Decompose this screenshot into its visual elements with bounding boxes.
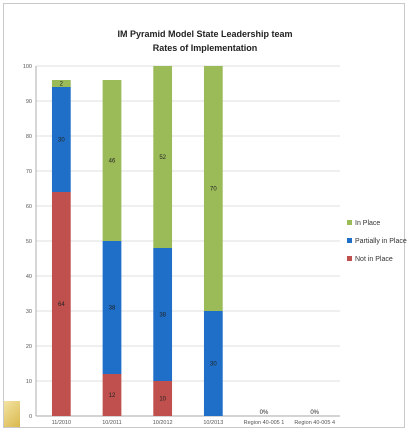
bar-value-label: 2: [60, 82, 64, 88]
y-tick-label: 40: [26, 274, 32, 280]
y-tick-label: 20: [26, 344, 32, 350]
legend-swatch: [347, 256, 352, 261]
bar-segment-in-place: [203, 66, 223, 311]
y-tick-label: 50: [26, 239, 32, 245]
bars: 64 30 2 12 38 46 10 38 52 30 70 0% 0%: [51, 66, 320, 416]
legend-label: Not in Place: [355, 256, 393, 263]
y-tick-label: 100: [23, 64, 32, 70]
y-tick-label: 0: [29, 414, 32, 420]
bar-segment-not-in-place: [51, 192, 71, 416]
bar-value-label: 64: [58, 302, 65, 308]
y-tick-label: 80: [26, 134, 32, 140]
corner-accent: [4, 401, 20, 427]
x-tick-label: Region 40-005 1: [244, 420, 285, 426]
legend-swatch: [347, 220, 352, 225]
chart-title-line-1: IM Pyramid Model State Leadership team: [117, 29, 292, 39]
y-axis-ticks: 0 10 20 30 40 50 60 70 80 90 100: [23, 64, 32, 420]
bar-segment-not-in-place: [102, 374, 122, 416]
bar-value-label: 38: [109, 306, 116, 312]
bar-value-label: 10: [159, 397, 166, 403]
bar-segment-partially-in-place: [102, 241, 122, 374]
y-tick-label: 90: [26, 99, 32, 105]
y-tick-label: 10: [26, 379, 32, 385]
bar-segment-partially-in-place: [153, 248, 173, 381]
bar-value-label: 46: [109, 159, 116, 165]
bar-value-label: 12: [109, 393, 116, 399]
bar-segment-in-place: [102, 80, 122, 241]
bar-value-label: 30: [210, 362, 217, 368]
legend-label: Partially in Place: [355, 238, 407, 245]
gridlines: [35, 65, 340, 417]
bar-segment-partially-in-place: [203, 311, 223, 416]
legend: In Place Partially in Place Not in Place: [347, 220, 407, 263]
bar-value-label: 30: [58, 138, 65, 144]
x-tick-label: Region 40-005 4: [294, 420, 335, 426]
y-tick-label: 30: [26, 309, 32, 315]
bar-segment-partially-in-place: [51, 87, 71, 192]
x-tick-label: 11/2010: [52, 420, 71, 426]
bar-value-label: 70: [210, 187, 217, 193]
x-tick-label: 10/2012: [153, 420, 173, 426]
bar-segment-in-place: [51, 80, 71, 87]
bar-value-label: 52: [159, 155, 166, 161]
zero-value-label: 0%: [260, 410, 269, 416]
y-tick-label: 60: [26, 204, 32, 210]
x-tick-label: 10/2013: [203, 420, 223, 426]
legend-swatch: [347, 238, 352, 243]
x-axis-ticks: 11/2010 10/2011 10/2012 10/2013 Region 40-00…: [52, 420, 335, 426]
y-tick-label: 70: [26, 169, 32, 175]
bar-value-label: 38: [159, 313, 166, 319]
zero-value-label: 0%: [310, 410, 319, 416]
legend-label: In Place: [355, 220, 380, 227]
x-tick-label: 10/2011: [102, 420, 121, 426]
chart-title-line-2: Rates of Implementation: [153, 43, 258, 53]
bar-segment-in-place: [153, 66, 173, 248]
bar-segment-not-in-place: [153, 381, 173, 416]
